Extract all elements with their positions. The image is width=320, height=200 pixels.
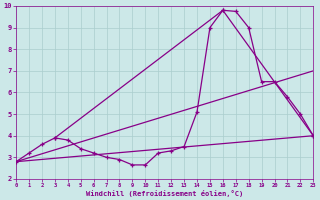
X-axis label: Windchill (Refroidissement éolien,°C): Windchill (Refroidissement éolien,°C) [86, 190, 243, 197]
